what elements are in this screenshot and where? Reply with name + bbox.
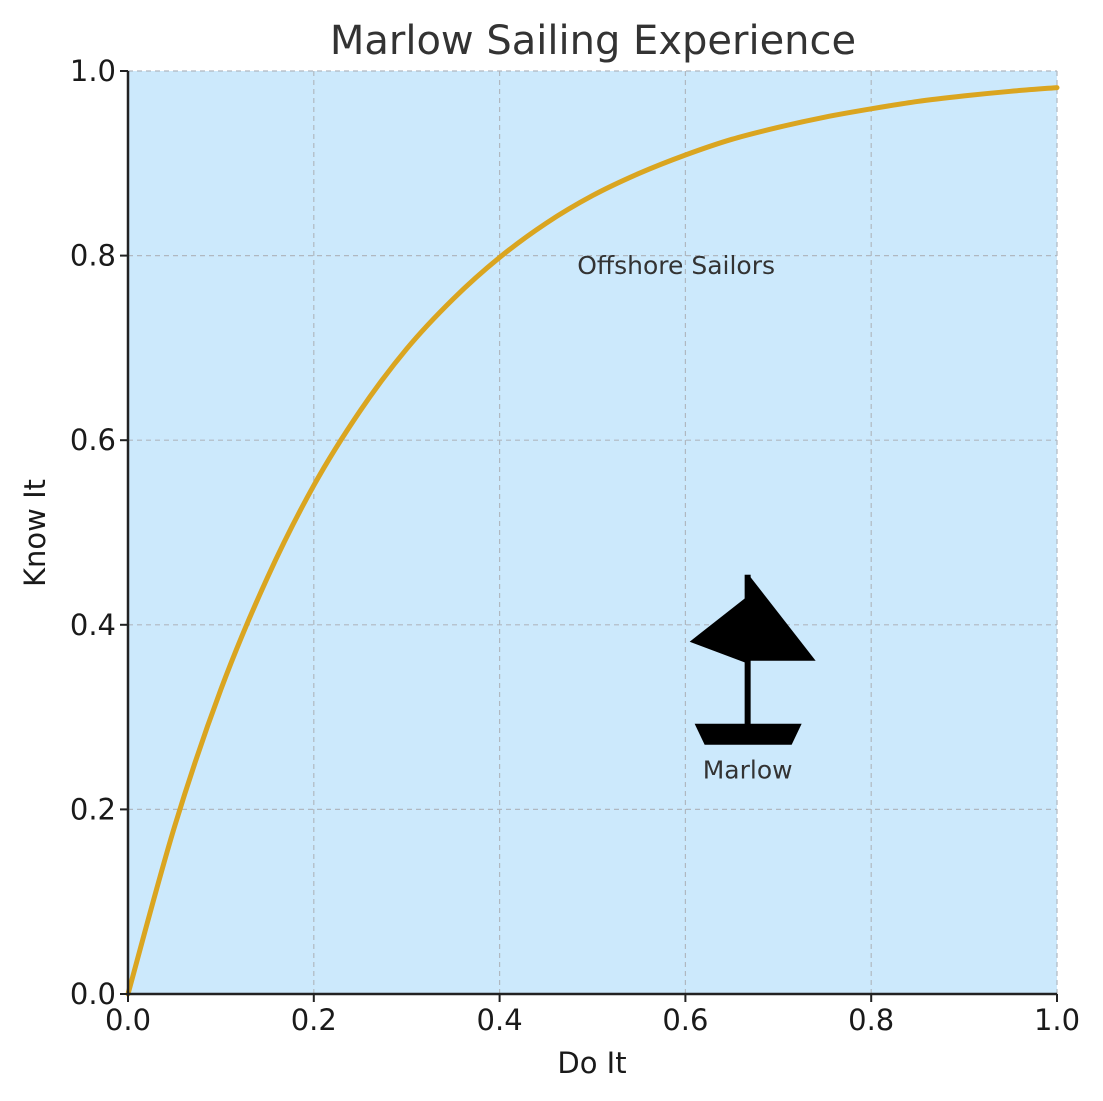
boat-sail-right (748, 574, 816, 661)
grid (128, 70, 1058, 994)
y-tick-label-0: 0.0 (70, 977, 116, 1011)
y-tick-label-2: 0.4 (70, 608, 116, 642)
y-tick-labels: 0.0 0.2 0.4 0.6 0.8 1.0 (70, 54, 116, 1011)
x-tick-label-0: 0.0 (105, 1003, 151, 1037)
y-tick-label-5: 1.0 (70, 54, 116, 88)
chart-title: Marlow Sailing Experience (330, 18, 856, 64)
x-tick-label-2: 0.4 (477, 1003, 523, 1037)
boat-hull (694, 723, 802, 745)
y-tick-label-4: 0.8 (70, 239, 116, 273)
boat-mast (744, 574, 751, 730)
plot-area (128, 71, 1057, 994)
series-line (125, 85, 1060, 997)
x-axis-label: Do It (557, 1046, 626, 1080)
annotation-offshore-sailors: Offshore Sailors (577, 251, 775, 280)
sailboat-icon (689, 574, 816, 745)
x-tick-label-1: 0.2 (291, 1003, 337, 1037)
y-axis-label: Know It (18, 479, 52, 587)
x-tick-labels: 0.0 0.2 0.4 0.6 0.8 1.0 (105, 1003, 1080, 1037)
annotation-marlow: Marlow (703, 756, 793, 785)
y-tick-label-1: 0.2 (70, 792, 116, 826)
boat-sail-left (689, 597, 746, 663)
x-tick-label-5: 1.0 (1034, 1003, 1080, 1037)
x-tick-label-4: 0.8 (848, 1003, 894, 1037)
x-tick-label-3: 0.6 (662, 1003, 708, 1037)
axes (120, 70, 1058, 1002)
y-tick-label-3: 0.6 (70, 423, 116, 457)
